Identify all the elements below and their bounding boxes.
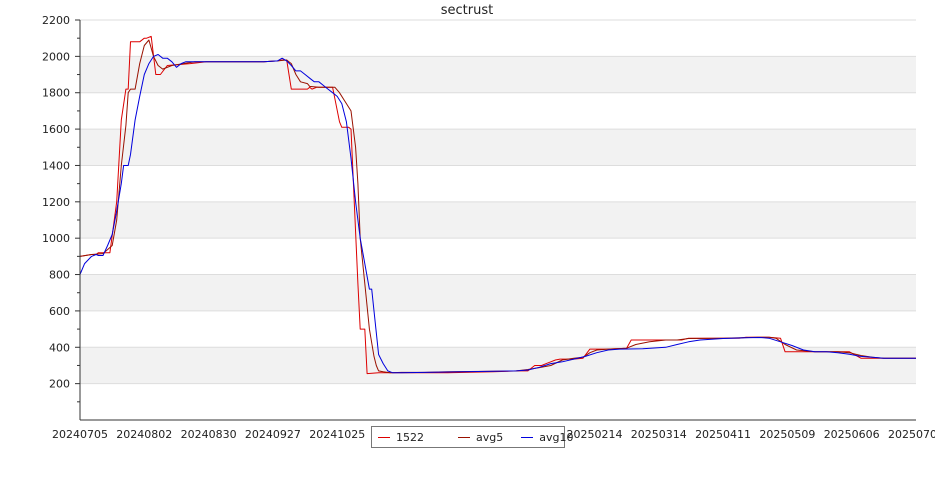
x-tick-label: 20250606 [824, 428, 880, 441]
y-tick-labels: 200 400 600 800 1000 1200 1400 1600 1800 2000 2200 [42, 14, 70, 391]
y-tick-label: 1000 [42, 232, 70, 245]
legend-label-avg10: avg10 [539, 430, 574, 444]
legend-swatch-avg10 [521, 436, 534, 438]
legend-item-avg5: avg5 [458, 431, 503, 444]
legend-swatch-1522 [378, 436, 390, 438]
band [80, 129, 916, 166]
gridlines [80, 19, 916, 385]
legend-label-avg5: avg5 [476, 430, 504, 444]
y-tick-label: 1200 [42, 196, 70, 209]
series-line-avg10 [79, 54, 916, 374]
legend-swatch-avg5 [458, 436, 470, 438]
legend: 1522 avg5 avg10 [371, 426, 573, 448]
band [80, 201, 916, 239]
band [80, 56, 916, 93]
x-tick-label: 20240705 [52, 428, 108, 441]
y-tick-label: 800 [49, 269, 70, 282]
legend-item-1522: 1522 [378, 431, 424, 444]
legend-item-avg10: avg10 [521, 431, 573, 444]
chart-title: sectrust [441, 3, 493, 18]
series-layer [79, 35, 916, 375]
y-tick-label: 200 [49, 378, 70, 391]
x-tick-label: 20250704 [888, 428, 935, 441]
x-tick-label: 20240830 [181, 428, 237, 441]
y-tick-label: 2200 [42, 14, 70, 27]
x-tick-label: 20240927 [245, 428, 301, 441]
y-tick-label: 1800 [42, 87, 70, 100]
x-tick-label: 20250314 [631, 428, 687, 441]
x-tick-label: 20250411 [695, 428, 751, 441]
y-tick-label: 1600 [42, 123, 70, 136]
y-tick-label: 600 [49, 305, 70, 318]
y-tick-label: 1400 [42, 159, 70, 172]
band [80, 274, 916, 311]
x-tick-label: 20240802 [116, 428, 172, 441]
y-tick-label: 2000 [42, 50, 70, 63]
legend-label-1522: 1522 [396, 430, 424, 444]
x-tick-label: 20250509 [759, 428, 815, 441]
plot-background-bands [80, 56, 916, 384]
band [80, 347, 916, 384]
x-tick-label: 20241025 [309, 428, 365, 441]
y-tick-label: 400 [49, 341, 70, 354]
axes [75, 19, 916, 421]
x-tick-label: 20250214 [566, 428, 622, 441]
